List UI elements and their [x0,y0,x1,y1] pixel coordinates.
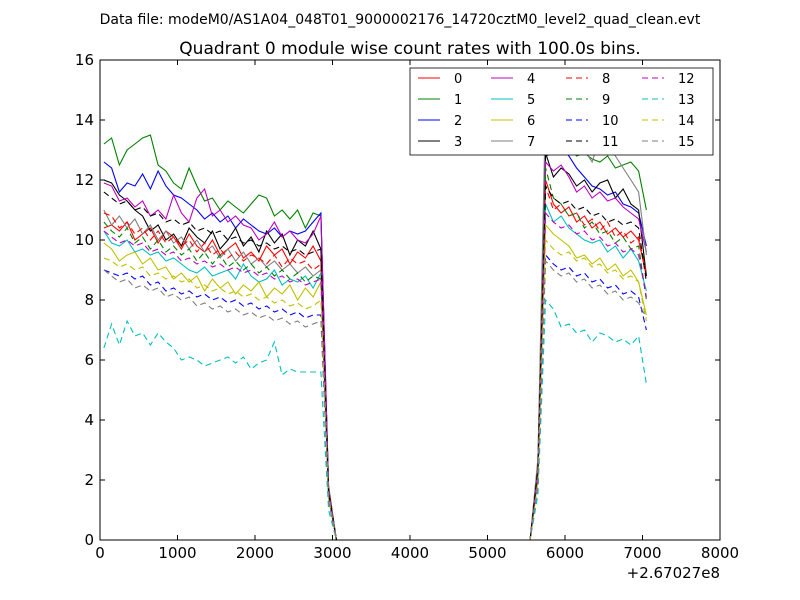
x-offset-label: +2.67027e8 [627,564,720,582]
x-tick-label: 2000 [236,544,274,562]
y-tick-label: 10 [75,231,94,249]
series-line-3 [103,152,647,541]
y-tick-label: 16 [75,51,94,69]
y-tick-label: 8 [84,291,94,309]
legend-label-11: 11 [602,135,619,150]
series-line-14 [103,238,647,541]
series-line-10 [103,253,647,541]
series-line-4 [103,160,647,541]
legend-label-8: 8 [602,72,610,87]
legend-label-14: 14 [678,114,695,129]
series-line-2 [103,146,647,541]
legend-label-0: 0 [454,72,462,87]
legend-label-10: 10 [602,114,619,129]
series-line-8 [103,185,647,541]
legend-label-13: 13 [678,93,695,108]
series-line-5 [103,203,647,541]
y-tick-label: 14 [75,111,94,129]
x-tick-label: 3000 [313,544,351,562]
series-line-7 [103,101,647,541]
legend-label-2: 2 [454,114,462,129]
x-tick-label: 0 [95,544,105,562]
legend-label-12: 12 [678,72,695,87]
chart-title: Quadrant 0 module wise count rates with … [179,39,640,59]
legend-label-9: 9 [602,93,610,108]
legend-label-6: 6 [527,114,535,129]
x-tick-label: 8000 [701,544,739,562]
legend-label-4: 4 [527,72,535,87]
x-tick-label: 7000 [623,544,661,562]
series-line-1 [103,134,647,541]
legend-label-15: 15 [678,135,695,150]
legend-label-5: 5 [527,93,535,108]
x-tick-label: 4000 [391,544,429,562]
legend-label-3: 3 [454,135,462,150]
legend-label-7: 7 [527,135,535,150]
series-layer [103,101,647,541]
series-line-11 [103,184,647,541]
x-tick-label: 5000 [468,544,506,562]
y-tick-label: 4 [84,411,94,429]
series-line-15 [103,259,647,541]
plot-area: 0 1000 2000 3000 4000 5000 6000 7000 8000 0 2 4 6 8 1… [75,51,739,582]
x-axis: 0 1000 2000 3000 4000 5000 6000 7000 8000 [95,60,739,562]
series-line-6 [103,223,647,541]
series-line-0 [103,179,647,541]
y-tick-label: 12 [75,171,94,189]
series-line-13 [103,298,647,541]
x-tick-label: 6000 [546,544,584,562]
y-tick-label: 2 [84,471,94,489]
series-line-12 [103,211,647,541]
y-tick-label: 6 [84,351,94,369]
legend-label-1: 1 [454,93,462,108]
x-tick-label: 1000 [158,544,196,562]
y-tick-label: 0 [84,531,94,549]
chart-suptitle: Data file: modeM0/AS1A04_048T01_90000021… [100,12,701,28]
